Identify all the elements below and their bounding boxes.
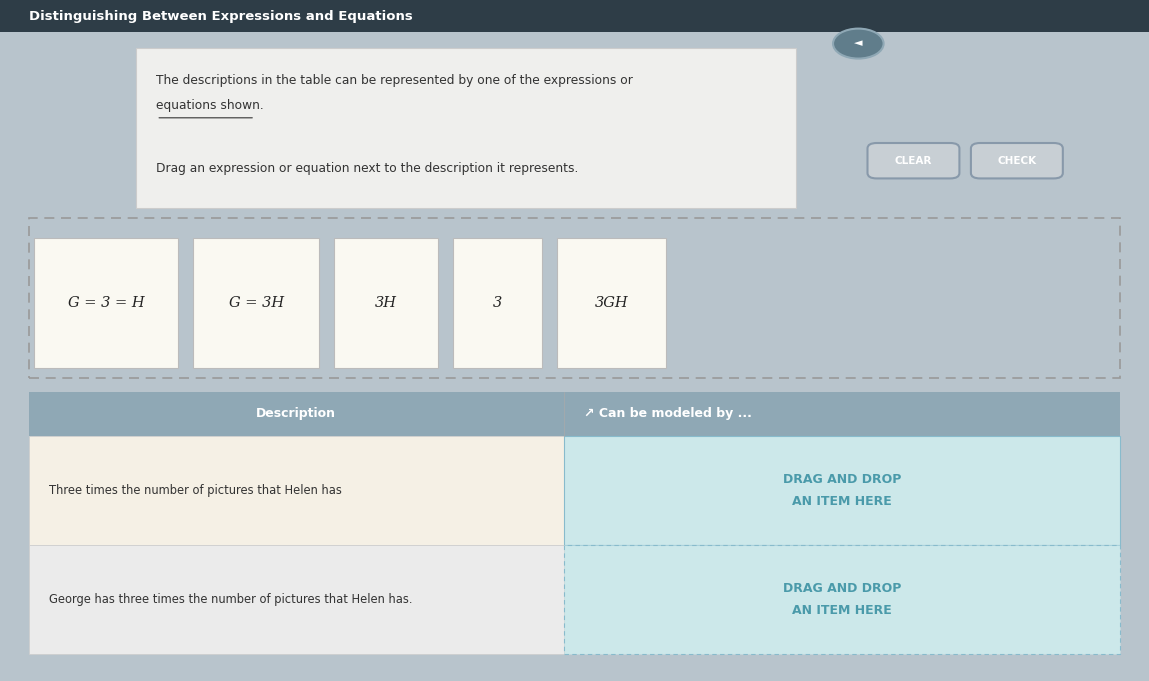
Text: CHECK: CHECK bbox=[997, 156, 1036, 165]
Text: DRAG AND DROP
AN ITEM HERE: DRAG AND DROP AN ITEM HERE bbox=[782, 582, 901, 617]
Bar bbox=[193, 238, 319, 368]
Text: Distinguishing Between Expressions and Equations: Distinguishing Between Expressions and E… bbox=[29, 10, 412, 22]
Text: G = 3H: G = 3H bbox=[229, 296, 284, 310]
Text: The descriptions in the table can be represented by one of the expressions or: The descriptions in the table can be rep… bbox=[156, 74, 633, 86]
Bar bbox=[34, 238, 178, 368]
Bar bbox=[29, 392, 1120, 436]
Text: Description: Description bbox=[256, 407, 337, 420]
Text: Drag an expression or equation next to the description it represents.: Drag an expression or equation next to t… bbox=[156, 162, 579, 175]
Bar bbox=[29, 218, 1120, 378]
Text: George has three times the number of pictures that Helen has.: George has three times the number of pic… bbox=[49, 592, 412, 606]
FancyBboxPatch shape bbox=[971, 143, 1063, 178]
Bar bbox=[557, 238, 666, 368]
Text: ◄: ◄ bbox=[854, 39, 863, 48]
Bar bbox=[29, 436, 563, 545]
Bar bbox=[29, 545, 563, 654]
Text: ↗ Can be modeled by ...: ↗ Can be modeled by ... bbox=[584, 407, 753, 420]
Text: DRAG AND DROP
AN ITEM HERE: DRAG AND DROP AN ITEM HERE bbox=[782, 473, 901, 508]
Text: 3: 3 bbox=[493, 296, 502, 310]
Bar bbox=[563, 436, 1120, 545]
Text: CLEAR: CLEAR bbox=[895, 156, 932, 165]
Bar bbox=[563, 545, 1120, 654]
FancyBboxPatch shape bbox=[867, 143, 959, 178]
Bar bbox=[334, 238, 438, 368]
Text: equations shown.: equations shown. bbox=[156, 99, 264, 112]
Bar bbox=[136, 48, 796, 208]
Text: G = 3 = H: G = 3 = H bbox=[68, 296, 145, 310]
Circle shape bbox=[833, 29, 884, 59]
Text: Three times the number of pictures that Helen has: Three times the number of pictures that … bbox=[49, 484, 342, 497]
Text: 3GH: 3GH bbox=[595, 296, 629, 310]
Text: 3H: 3H bbox=[375, 296, 398, 310]
Bar bbox=[453, 238, 542, 368]
Bar bbox=[0, 0, 1149, 32]
